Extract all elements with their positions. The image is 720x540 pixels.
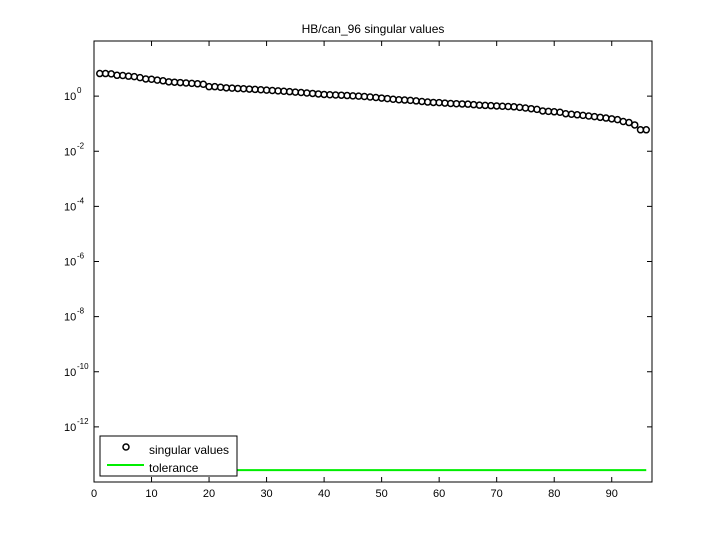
x-tick-label: 0	[91, 488, 97, 500]
y-tick-label-base: 10	[64, 312, 76, 324]
x-tick-label: 70	[491, 488, 503, 500]
x-tick-label: 80	[548, 488, 560, 500]
axis-ticks	[93, 41, 652, 482]
y-tick-label: 10-8	[64, 307, 85, 324]
y-tick-label: 10-2	[64, 141, 85, 158]
singular-values-series	[96, 69, 650, 134]
y-tick-label-base: 10	[64, 91, 76, 103]
y-tick-label-base: 10	[64, 146, 76, 158]
y-tick-label: 10-12	[64, 417, 89, 434]
legend-label-singular-values: singular values	[149, 443, 229, 457]
legend: singular values tolerance	[99, 435, 238, 477]
y-tick-label-exponent: 0	[77, 86, 82, 95]
y-tick-label-exponent: -2	[77, 141, 85, 150]
x-tick-labels: 0 10 20 30 40 50 60 70 80 90	[91, 488, 618, 500]
y-tick-label-exponent: -12	[77, 417, 89, 426]
y-tick-label-exponent: -8	[77, 307, 85, 316]
y-tick-label: 10-6	[64, 252, 85, 269]
y-tick-label: 100	[64, 86, 82, 103]
singular-value-point	[630, 121, 639, 129]
legend-box	[99, 435, 238, 477]
legend-label-tolerance: tolerance	[149, 461, 199, 475]
y-tick-label-base: 10	[64, 257, 76, 269]
y-tick-label-base: 10	[64, 367, 76, 379]
x-tick-label: 60	[433, 488, 445, 500]
y-tick-label-exponent: -6	[77, 252, 85, 261]
y-tick-label-base: 10	[64, 201, 76, 213]
plot-area	[93, 40, 653, 483]
x-tick-label: 90	[606, 488, 618, 500]
x-tick-label: 50	[376, 488, 388, 500]
singular-value-point	[642, 126, 650, 134]
y-tick-label-exponent: -4	[77, 196, 85, 205]
y-tick-label-base: 10	[64, 422, 76, 434]
y-tick-label-exponent: -10	[77, 362, 89, 371]
x-tick-label: 40	[318, 488, 330, 500]
chart-title: HB/can_96 singular values	[302, 22, 445, 36]
x-tick-label: 20	[203, 488, 215, 500]
legend-marker-singular-values	[122, 443, 130, 451]
x-tick-label: 10	[145, 488, 157, 500]
y-tick-label: 10-4	[64, 196, 85, 213]
x-tick-label: 30	[260, 488, 272, 500]
y-tick-label: 10-10	[64, 362, 89, 379]
